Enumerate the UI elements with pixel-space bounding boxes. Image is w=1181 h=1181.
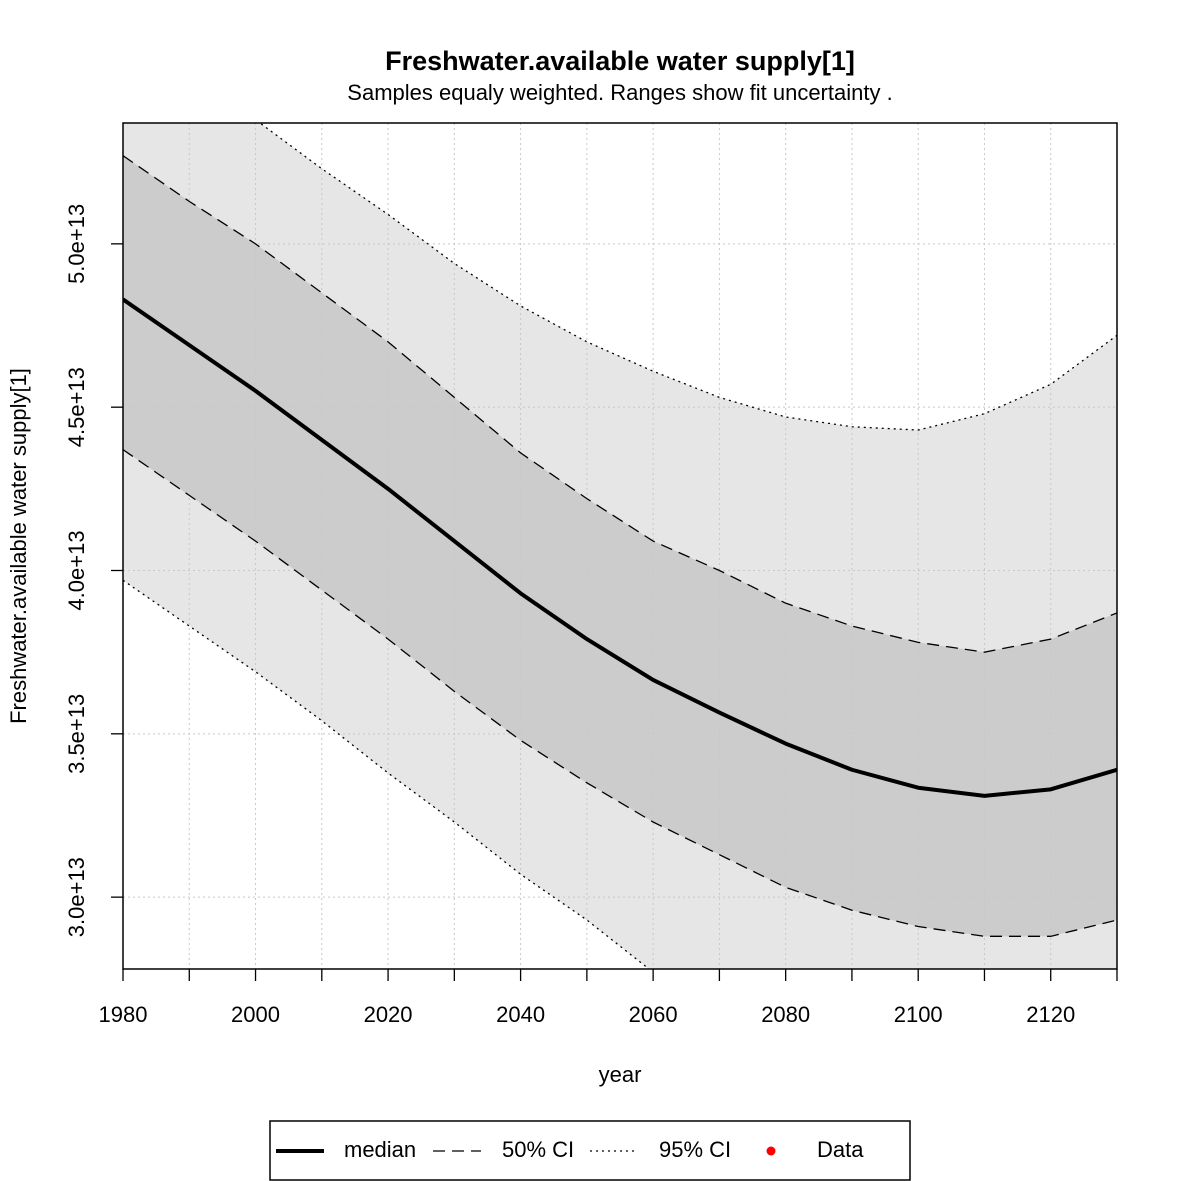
legend: median 50% CI 95% CI Data <box>269 1120 911 1181</box>
band-lower-line <box>123 449 1117 937</box>
plot-area <box>123 123 1117 969</box>
y-axis-title: Freshwater.available water supply[1] <box>6 368 31 724</box>
y-tick-label: 4.0e+13 <box>64 530 89 610</box>
y-tick-label: 3.5e+13 <box>64 694 89 774</box>
legend-label: 95% CI <box>659 1137 731 1162</box>
line-series <box>123 297 1117 798</box>
chart-title: Freshwater.available water supply[1] <box>385 46 855 76</box>
y-tick-label: 3.0e+13 <box>64 857 89 937</box>
band-upper-line <box>123 155 1117 653</box>
x-tick-label: 1980 <box>99 1002 148 1027</box>
axes: 1980 2000 2020 2040 2060 2080 2100 2120 3.0e+13 3… <box>64 204 1118 1027</box>
x-tick-label: 2060 <box>629 1002 678 1027</box>
legend-label: Data <box>817 1137 864 1162</box>
plot-frame <box>122 122 1118 970</box>
y-tick-label: 5.0e+13 <box>64 204 89 284</box>
x-tick-label: 2000 <box>231 1002 280 1027</box>
x-tick-label: 2020 <box>364 1002 413 1027</box>
x-tick-label: 2040 <box>496 1002 545 1027</box>
y-tick-label: 4.5e+13 <box>64 367 89 447</box>
x-tick-label: 2080 <box>761 1002 810 1027</box>
x-tick-label: 2120 <box>1026 1002 1075 1027</box>
legend-label: median <box>344 1137 416 1162</box>
x-axis-title: year <box>599 1062 642 1087</box>
band-fill <box>123 155 1117 937</box>
legend-swatch <box>766 1146 776 1156</box>
chart-subtitle: Samples equaly weighted. Ranges show fit… <box>347 80 892 105</box>
x-tick-label: 2100 <box>894 1002 943 1027</box>
legend-label: 50% CI <box>502 1137 574 1162</box>
